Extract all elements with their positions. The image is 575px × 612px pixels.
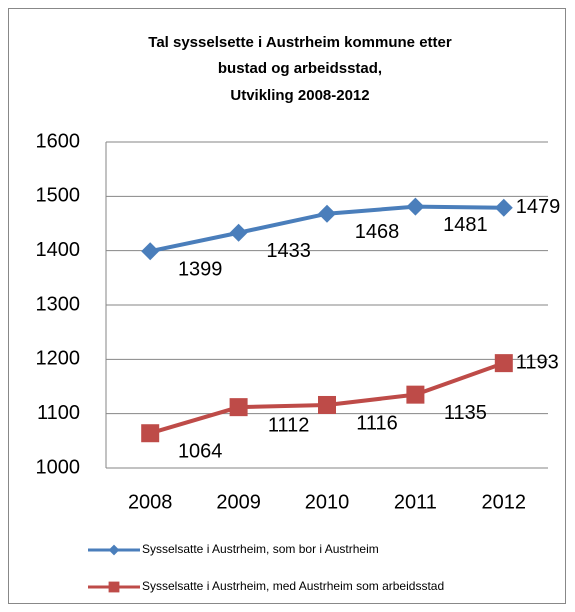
chart-title: Utvikling 2008-2012 bbox=[230, 87, 369, 104]
data-label: 1193 bbox=[516, 351, 559, 373]
data-label: 1135 bbox=[444, 402, 487, 424]
y-tick-label: 1600 bbox=[36, 130, 81, 152]
data-label: 1112 bbox=[268, 414, 310, 436]
data-label: 1468 bbox=[355, 221, 400, 243]
data-label: 1481 bbox=[443, 214, 488, 236]
data-point bbox=[406, 385, 425, 404]
y-tick-label: 1100 bbox=[37, 402, 80, 424]
legend-marker bbox=[108, 544, 120, 556]
data-point bbox=[494, 198, 513, 217]
data-label: 1064 bbox=[178, 441, 223, 463]
data-point bbox=[141, 424, 160, 443]
legend-label: Sysselsatte i Austrheim, som bor i Austr… bbox=[142, 542, 379, 556]
y-tick-label: 1500 bbox=[36, 185, 81, 207]
x-tick-label: 2009 bbox=[216, 491, 261, 513]
x-tick-label: 2008 bbox=[128, 491, 173, 513]
chart-title: Tal sysselsette i Austrheim kommune ette… bbox=[148, 34, 452, 51]
data-point bbox=[318, 204, 336, 223]
chart-frame bbox=[8, 8, 566, 604]
legend-marker bbox=[108, 581, 120, 593]
y-tick-label: 1300 bbox=[36, 293, 81, 315]
data-point bbox=[141, 242, 160, 261]
data-label: 1116 bbox=[356, 412, 398, 434]
legend-label: Sysselsatte i Austrheim, med Austrheim s… bbox=[142, 579, 444, 593]
y-tick-label: 1200 bbox=[36, 348, 81, 370]
x-tick-label: 2010 bbox=[305, 491, 350, 513]
y-tick-label: 1400 bbox=[36, 239, 81, 261]
x-tick-label: 2012 bbox=[482, 491, 527, 513]
data-point bbox=[229, 223, 248, 242]
data-label: 1479 bbox=[516, 196, 561, 218]
x-tick-label: 2011 bbox=[394, 491, 437, 513]
data-point bbox=[229, 398, 248, 417]
chart-title: bustad og arbeidsstad, bbox=[218, 60, 382, 77]
data-point bbox=[406, 197, 425, 216]
data-point bbox=[318, 395, 336, 414]
data-label: 1433 bbox=[266, 240, 311, 262]
data-label: 1399 bbox=[178, 258, 223, 280]
y-tick-label: 1000 bbox=[36, 456, 81, 478]
data-point bbox=[494, 354, 513, 373]
